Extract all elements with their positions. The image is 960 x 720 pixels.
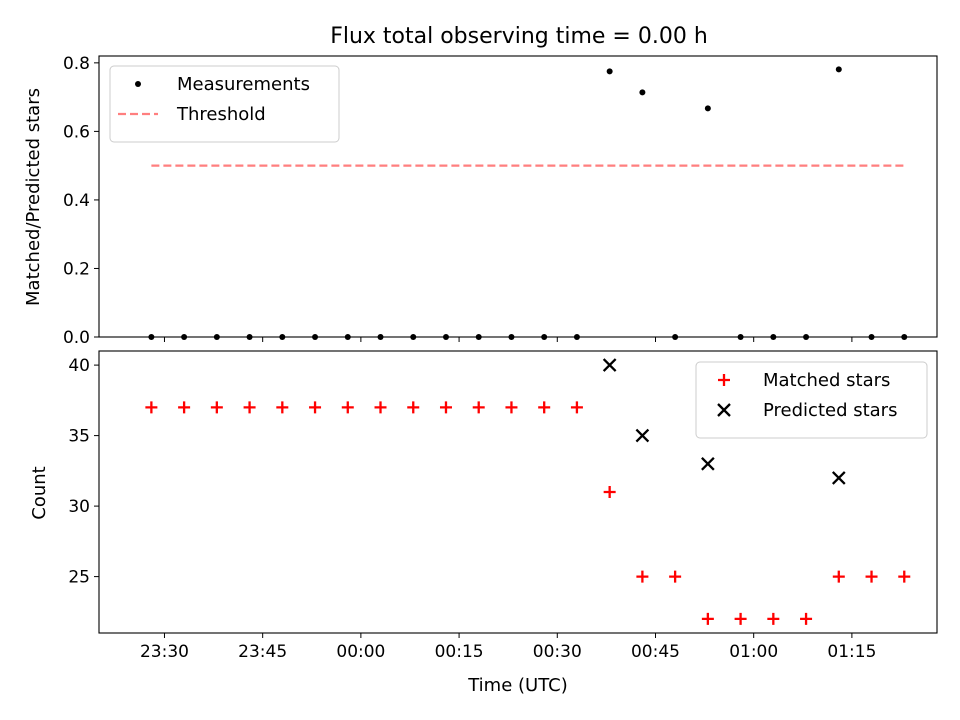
- matched-stars-point: [407, 401, 420, 414]
- matched-stars-point: [570, 401, 583, 414]
- bottom-panel: 25 30 35 40 23:30 23:45 00:00 00:15 00:30 00:45 01…: [68, 350, 938, 662]
- matched-stars-point: [701, 612, 714, 625]
- threshold-legend-label: Threshold: [176, 104, 266, 125]
- x-tick-label: 23:30: [140, 642, 189, 662]
- measurements-point: [704, 105, 711, 112]
- matched-stars-point: [865, 570, 878, 583]
- matched-stars-point: [309, 401, 322, 414]
- top-y-axis-label: Matched/Predicted stars: [23, 88, 44, 306]
- x-tick-label: 00:00: [336, 642, 385, 662]
- bottom-y-tick-label: 25: [68, 568, 90, 588]
- matched-stars-point: [800, 612, 813, 625]
- matched-stars-point: [210, 401, 223, 414]
- bottom-frame: [98, 350, 938, 634]
- matched-stars-point: [734, 612, 747, 625]
- measurements-point: [606, 68, 613, 75]
- matched-stars-point: [505, 401, 518, 414]
- x-tick-label: 01:15: [827, 642, 876, 662]
- top-legend: [109, 65, 340, 143]
- matched-stars-point: [832, 570, 845, 583]
- top-y-tick-label: 0.6: [63, 122, 90, 142]
- x-tick-label: 00:15: [435, 642, 484, 662]
- top-frame: [98, 55, 938, 338]
- measurements-legend-swatch: [135, 81, 141, 87]
- chart-title: Flux total observing time = 0.00 h: [330, 24, 708, 49]
- predicted-stars-point: [701, 456, 715, 471]
- x-tick-label: 23:45: [238, 642, 287, 662]
- bottom-y-tick-label: 30: [68, 497, 90, 517]
- predicted-stars-legend-label: Predicted stars: [763, 400, 897, 421]
- x-tick-label: 00:30: [533, 642, 582, 662]
- matched-stars-point: [767, 612, 780, 625]
- predicted-stars-point: [602, 358, 617, 372]
- top-y-tick-label: 0.0: [63, 328, 90, 348]
- x-tick-label: 00:45: [631, 642, 680, 662]
- bottom-y-axis-label: Count: [29, 466, 50, 519]
- top-y-tick-label: 0.8: [63, 54, 90, 74]
- predicted-stars-point: [831, 471, 846, 485]
- matched-stars-point: [603, 486, 616, 498]
- matched-stars-point: [669, 570, 682, 583]
- matched-stars-point: [178, 401, 191, 414]
- matched-stars-point: [538, 401, 551, 414]
- x-axis-label: Time (UTC): [467, 675, 568, 696]
- matched-stars-legend-label: Matched stars: [763, 370, 890, 391]
- bottom-y-tick-label: 35: [68, 427, 90, 447]
- matched-stars-point: [145, 401, 158, 414]
- x-tick-label: 01:00: [729, 642, 778, 662]
- measurements-point: [639, 89, 646, 96]
- matched-stars-point: [374, 401, 387, 414]
- top-y-tick-label: 0.4: [63, 191, 90, 211]
- predicted-stars-legend-swatch: [717, 403, 731, 417]
- matched-stars-point: [341, 401, 354, 414]
- matched-stars-point: [636, 570, 649, 583]
- matched-stars-point: [439, 401, 452, 414]
- matched-stars-point: [276, 401, 289, 414]
- matched-stars-point: [898, 570, 911, 583]
- matched-stars-legend-swatch: [718, 374, 730, 386]
- bottom-y-tick-label: 40: [68, 356, 90, 376]
- top-y-tick-label: 0.2: [63, 259, 90, 279]
- top-panel: 0.0 0.2 0.4 0.6 0.8 Measurements Threshold: [63, 54, 938, 348]
- predicted-stars-point: [635, 428, 650, 443]
- bottom-legend: [695, 361, 928, 439]
- matched-stars-point: [243, 401, 256, 414]
- matched-stars-point: [472, 401, 485, 414]
- measurements-point: [835, 66, 842, 73]
- measurements-legend-label: Measurements: [177, 74, 310, 95]
